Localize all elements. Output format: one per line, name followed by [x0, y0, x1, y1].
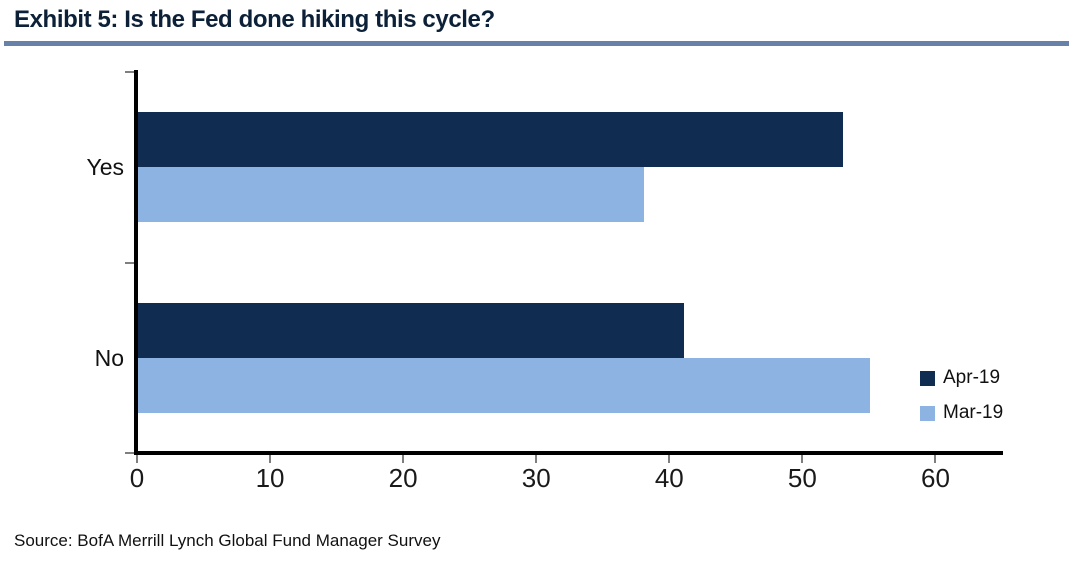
x-tick-label-40: 40 [654, 463, 684, 493]
legend-item-apr-19: Apr-19 [920, 367, 1001, 388]
x-tick-mark-10 [269, 455, 272, 463]
x-tick-mark-30 [535, 455, 538, 463]
x-tick-mark-50 [801, 455, 804, 463]
category-label-no: No [94, 344, 124, 371]
x-tick-label-60: 60 [920, 463, 950, 493]
legend-item-mar-19: Mar-19 [920, 402, 1004, 423]
legend-swatch-apr-19 [920, 370, 935, 386]
chart-title: Exhibit 5: Is the Fed done hiking this c… [14, 6, 495, 33]
x-tick-mark-40 [668, 455, 671, 463]
y-tick-mark-1 [125, 261, 134, 264]
y-tick-mark-2 [125, 452, 134, 454]
source-note: Source: BofA Merrill Lynch Global Fund M… [14, 531, 441, 550]
x-tick-mark-0 [136, 455, 138, 463]
bar-yes-mar-19 [138, 167, 644, 223]
x-tick-label-20: 20 [388, 463, 418, 493]
y-axis-line [134, 70, 138, 455]
x-tick-label-50: 50 [787, 463, 817, 493]
legend-label-mar-19: Mar-19 [943, 402, 1004, 423]
legend-label-apr-19: Apr-19 [943, 367, 1001, 388]
x-tick-label-30: 30 [521, 463, 551, 493]
x-tick-label-0: 0 [129, 463, 145, 493]
y-tick-mark-0 [125, 71, 134, 73]
legend-swatch-mar-19 [920, 405, 935, 421]
bar-no-apr-19 [138, 302, 684, 358]
x-tick-mark-60 [934, 455, 937, 463]
bar-yes-apr-19 [138, 112, 843, 168]
x-axis-line [134, 451, 1003, 455]
category-label-yes: Yes [86, 154, 124, 181]
title-underline [4, 41, 1069, 46]
x-tick-label-10: 10 [255, 463, 285, 493]
x-tick-mark-20 [402, 455, 405, 463]
bar-no-mar-19 [138, 357, 870, 413]
